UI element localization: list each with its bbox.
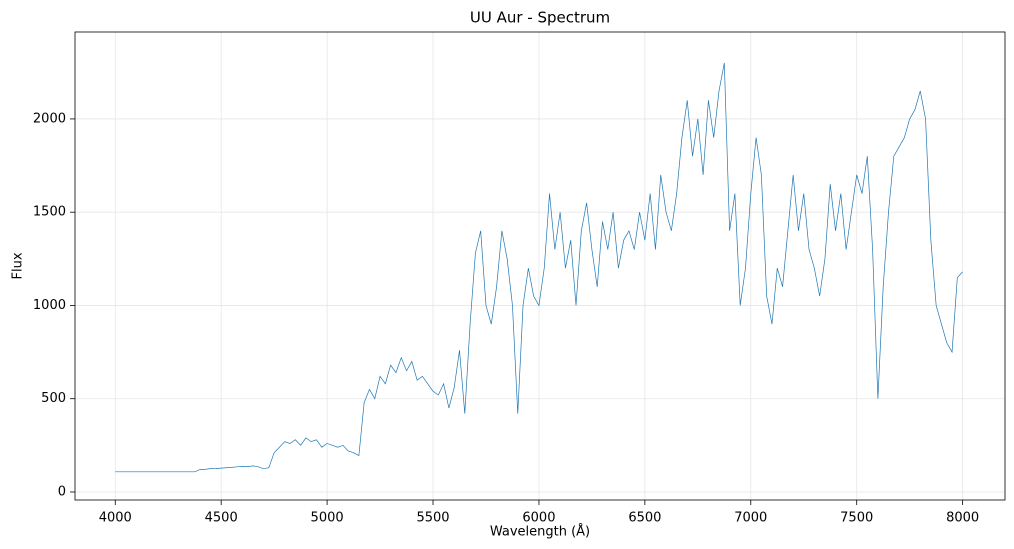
x-tick-label: 4000	[99, 511, 132, 526]
y-tick-label: 2000	[33, 111, 66, 126]
x-tick-label: 5500	[416, 511, 449, 526]
x-tick-label: 4500	[205, 511, 238, 526]
x-tick-label: 8000	[946, 511, 979, 526]
y-tick-label: 1000	[33, 298, 66, 313]
spectrum-line	[115, 62, 963, 473]
x-tick-label: 7000	[734, 511, 767, 526]
chart-title: UU Aur - Spectrum	[470, 9, 610, 27]
x-tick-label: 7500	[840, 511, 873, 526]
x-tick-label: 6500	[628, 511, 661, 526]
x-tick-label: 5000	[311, 511, 344, 526]
y-tick-label: 1500	[33, 205, 66, 220]
x-axis-label: Wavelength (Å)	[490, 524, 590, 540]
y-tick-label: 0	[58, 484, 66, 499]
plot-frame	[74, 31, 1006, 501]
y-tick-label: 500	[41, 391, 66, 406]
x-tick-label: 6000	[522, 511, 555, 526]
y-axis-label: Flux	[11, 252, 26, 279]
